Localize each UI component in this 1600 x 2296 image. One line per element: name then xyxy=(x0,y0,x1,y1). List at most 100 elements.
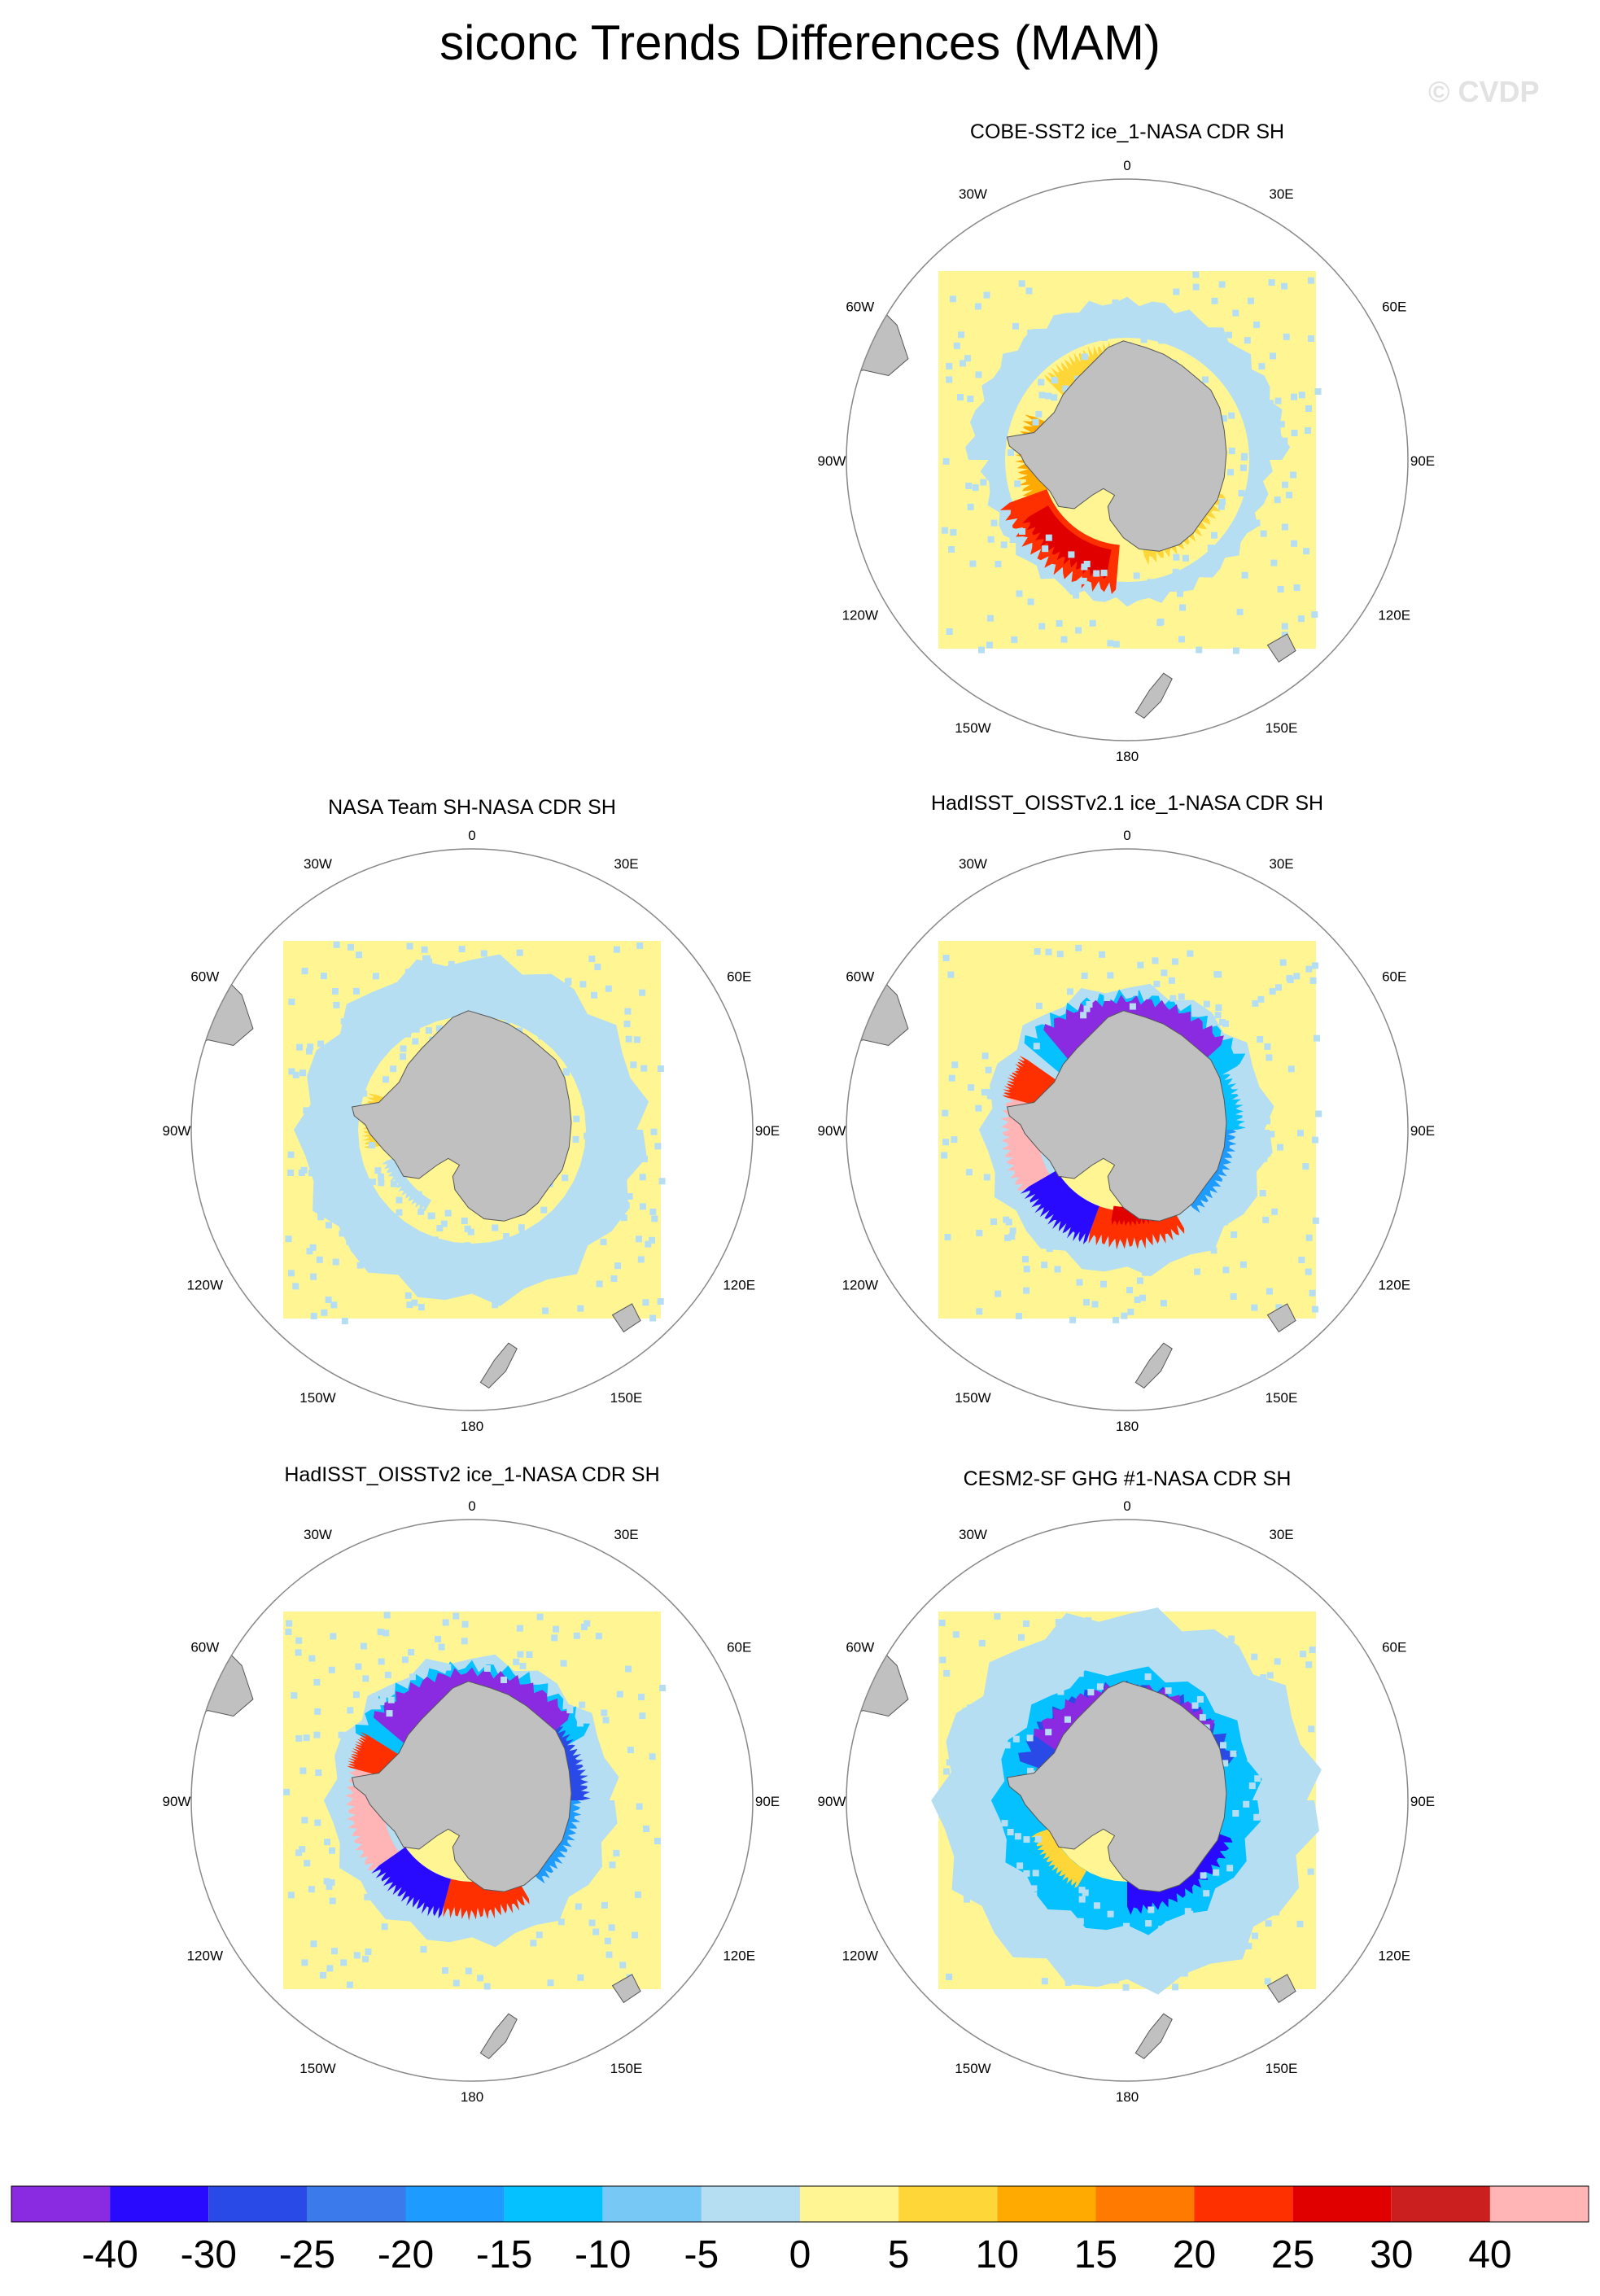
data-cell xyxy=(651,1215,658,1222)
panel-title: HadISST_OISSTv2 ice_1-NASA CDR SH xyxy=(284,1463,659,1486)
data-cell xyxy=(1093,1902,1100,1909)
data-cell xyxy=(1005,1218,1012,1226)
data-cell xyxy=(369,1142,375,1149)
longitude-label: 60E xyxy=(727,1640,751,1655)
data-cell xyxy=(1211,1935,1218,1941)
data-cell xyxy=(600,1238,607,1245)
longitude-label: 60W xyxy=(190,1640,219,1655)
data-cell xyxy=(1259,1190,1266,1196)
data-cell xyxy=(310,1940,317,1948)
data-cell xyxy=(383,1076,389,1083)
data-cell xyxy=(301,1817,308,1824)
data-cell xyxy=(1131,989,1139,996)
data-cell xyxy=(1003,1742,1011,1749)
data-cell xyxy=(332,1258,339,1266)
data-cell xyxy=(1244,407,1251,414)
data-cell xyxy=(402,992,409,999)
data-cell xyxy=(359,1227,366,1235)
colorbar-swatch xyxy=(405,2186,505,2222)
data-cell xyxy=(1082,1889,1089,1896)
data-cell xyxy=(986,472,994,479)
longitude-label: 150W xyxy=(299,1390,335,1406)
data-cell xyxy=(987,536,995,543)
colorbar-tick-label: 10 xyxy=(976,2233,1019,2276)
longitude-label: 120E xyxy=(1378,1278,1410,1293)
negative-band xyxy=(371,1847,452,1919)
data-cell xyxy=(406,942,413,950)
data-cell xyxy=(1305,427,1311,434)
data-cell xyxy=(1230,1292,1237,1300)
data-cell xyxy=(425,973,432,980)
data-cell xyxy=(383,1629,390,1637)
data-cell xyxy=(606,1119,614,1126)
data-cell xyxy=(1110,1256,1117,1263)
data-cell xyxy=(1203,1000,1210,1008)
longitude-label: 0 xyxy=(1123,158,1130,173)
data-cell xyxy=(310,1273,317,1280)
data-cell xyxy=(542,1034,549,1040)
data-cell xyxy=(649,1314,657,1322)
data-cell xyxy=(960,360,966,367)
data-cell xyxy=(1296,1840,1304,1848)
data-cell xyxy=(1265,1920,1272,1927)
data-cell xyxy=(301,1959,308,1966)
data-cell xyxy=(285,1235,292,1243)
data-cell xyxy=(513,1658,520,1665)
data-cell xyxy=(995,1152,1002,1160)
data-cell xyxy=(353,1082,361,1089)
colorbar-tick-label: -15 xyxy=(476,2233,532,2276)
data-cell xyxy=(582,1098,589,1105)
data-cell xyxy=(475,998,483,1005)
data-cell xyxy=(1066,1959,1073,1966)
data-cell xyxy=(1182,554,1189,562)
data-cell xyxy=(609,1861,616,1869)
data-cell xyxy=(1218,281,1226,288)
data-cell xyxy=(967,396,974,403)
colorbar-tick-label: -25 xyxy=(279,2233,335,2276)
data-cell xyxy=(625,1035,632,1043)
data-cell xyxy=(464,1242,471,1249)
data-cell xyxy=(1236,608,1244,615)
data-cell xyxy=(424,955,431,962)
data-cell xyxy=(1266,1672,1274,1679)
data-cell xyxy=(1266,400,1274,407)
data-cell xyxy=(962,1708,969,1715)
data-cell xyxy=(577,1305,584,1312)
data-cell xyxy=(639,1203,646,1210)
data-cell xyxy=(943,1669,951,1677)
data-cell xyxy=(624,1008,632,1015)
data-cell xyxy=(1213,1869,1220,1876)
map-area xyxy=(846,1607,1322,2060)
data-cell xyxy=(465,1967,472,1975)
data-cell xyxy=(580,1624,588,1630)
data-cell xyxy=(1312,1305,1318,1313)
longitude-label: 90W xyxy=(818,1794,846,1809)
data-cell xyxy=(502,982,509,989)
data-cell xyxy=(1018,280,1025,287)
data-cell xyxy=(353,1952,361,1959)
data-cell xyxy=(976,1308,983,1315)
longitude-label: 180 xyxy=(1116,749,1139,764)
colorbar-swatch xyxy=(1292,2186,1392,2222)
data-cell xyxy=(336,1130,343,1137)
data-cell xyxy=(995,1290,1002,1297)
data-cell xyxy=(1227,469,1234,476)
data-cell xyxy=(346,1981,353,1988)
data-cell xyxy=(951,1061,959,1069)
colorbar-frame xyxy=(11,2185,1589,2223)
data-cell xyxy=(333,1188,340,1196)
data-cell xyxy=(941,1152,948,1159)
data-cell xyxy=(1179,604,1187,611)
data-cell xyxy=(1042,545,1049,553)
data-cell xyxy=(396,1209,403,1216)
data-cell xyxy=(944,1813,951,1821)
data-cell xyxy=(404,1270,412,1277)
data-cell xyxy=(1030,1892,1038,1899)
data-cell xyxy=(517,1651,524,1658)
data-cell xyxy=(635,1144,642,1152)
map-area xyxy=(846,941,1322,1389)
data-cell xyxy=(1222,1266,1230,1274)
colorbar-swatch xyxy=(1194,2186,1293,2222)
data-cell xyxy=(1232,1810,1239,1817)
data-cell xyxy=(1283,333,1290,340)
